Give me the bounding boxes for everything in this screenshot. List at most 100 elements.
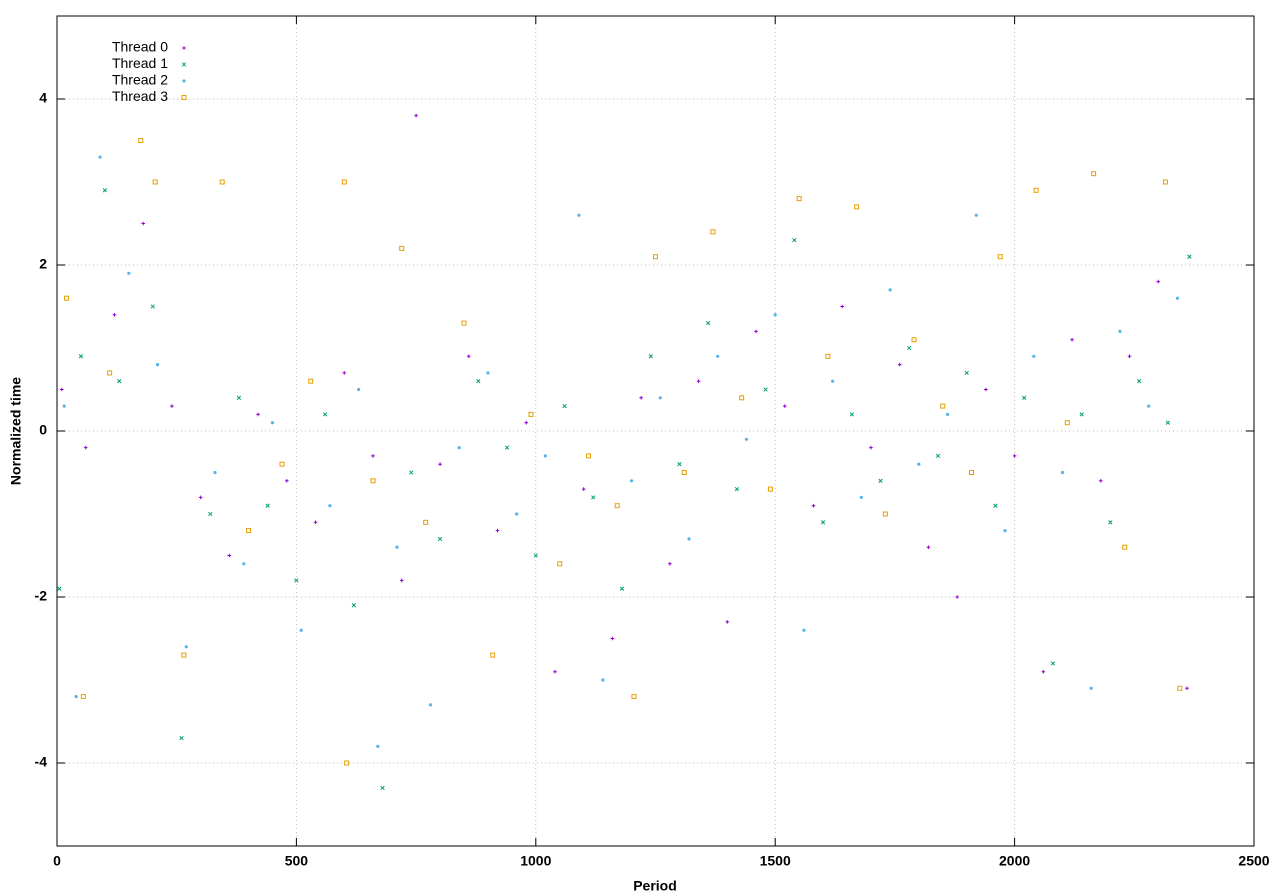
plot-frame: [56, 15, 1255, 847]
point: [57, 586, 62, 591]
point: [1162, 179, 1168, 185]
point: [1089, 686, 1093, 690]
point: [562, 403, 567, 409]
y-tick-label: -4: [35, 754, 48, 770]
point: [328, 504, 332, 508]
point: [83, 445, 88, 450]
point: [256, 412, 260, 417]
y-axis-title: Normalized time: [8, 377, 24, 485]
point: [1185, 686, 1189, 691]
point: [629, 479, 634, 483]
point: [744, 437, 749, 441]
point: [1070, 337, 1074, 342]
point: [553, 669, 557, 674]
point: [639, 396, 643, 400]
point: [341, 179, 347, 185]
point: [1041, 669, 1046, 674]
point: [438, 462, 442, 466]
point: [796, 196, 802, 202]
point: [935, 453, 941, 459]
point: [155, 363, 160, 367]
point: [138, 138, 144, 143]
point: [658, 396, 662, 400]
point: [437, 536, 443, 542]
point: [428, 703, 433, 707]
point: [524, 420, 529, 425]
point: [782, 404, 787, 408]
point: [409, 470, 414, 475]
point: [399, 578, 404, 583]
point: [1118, 329, 1122, 333]
point: [585, 453, 591, 459]
point: [486, 371, 490, 375]
point: [184, 645, 188, 649]
point: [179, 735, 184, 741]
point: [773, 313, 777, 317]
point: [141, 221, 145, 226]
point: [62, 404, 66, 408]
point: [955, 595, 959, 599]
point: [1177, 685, 1183, 691]
point: [376, 744, 380, 749]
point: [181, 652, 187, 658]
point: [181, 95, 187, 100]
point: [681, 470, 687, 475]
point: [1165, 420, 1170, 425]
point: [150, 304, 155, 309]
legend-label: Thread 2: [112, 72, 168, 88]
point: [242, 562, 246, 566]
plot-marks: [57, 113, 1192, 791]
point: [152, 179, 158, 185]
point: [964, 370, 969, 376]
y-tick-label: -2: [35, 588, 48, 604]
point: [802, 628, 806, 632]
point: [198, 495, 203, 500]
point: [1108, 520, 1113, 525]
point: [371, 454, 375, 458]
point: [696, 379, 701, 383]
point: [820, 520, 826, 525]
point: [754, 329, 758, 334]
point: [495, 528, 500, 533]
point: [710, 229, 716, 235]
point: [997, 254, 1003, 260]
point: [299, 628, 303, 632]
point: [461, 320, 467, 326]
point: [294, 578, 299, 583]
point: [227, 553, 232, 558]
point: [911, 337, 917, 343]
point: [1050, 661, 1056, 666]
point: [869, 445, 873, 450]
point: [322, 412, 328, 417]
point: [739, 395, 745, 401]
point: [725, 620, 730, 624]
point: [706, 320, 711, 326]
point: [344, 760, 350, 766]
point: [926, 545, 931, 549]
point: [1064, 420, 1070, 426]
point: [614, 503, 620, 509]
point: [882, 511, 888, 517]
point: [888, 288, 892, 292]
y-tick-label: 0: [39, 422, 47, 438]
point: [1003, 529, 1007, 533]
point: [917, 462, 921, 466]
point: [1147, 404, 1151, 408]
point: [457, 446, 461, 450]
point: [270, 421, 275, 425]
point: [78, 354, 84, 359]
point: [581, 487, 586, 491]
point: [308, 378, 314, 384]
point: [59, 387, 64, 392]
point: [515, 512, 519, 516]
point: [653, 254, 658, 260]
point: [528, 411, 534, 417]
point: [854, 204, 860, 210]
point: [395, 545, 399, 549]
point: [423, 519, 429, 525]
legend-label: Thread 1: [112, 55, 168, 71]
point: [208, 511, 213, 517]
point: [490, 652, 496, 658]
grid: [56, 16, 1255, 846]
point: [792, 237, 797, 243]
